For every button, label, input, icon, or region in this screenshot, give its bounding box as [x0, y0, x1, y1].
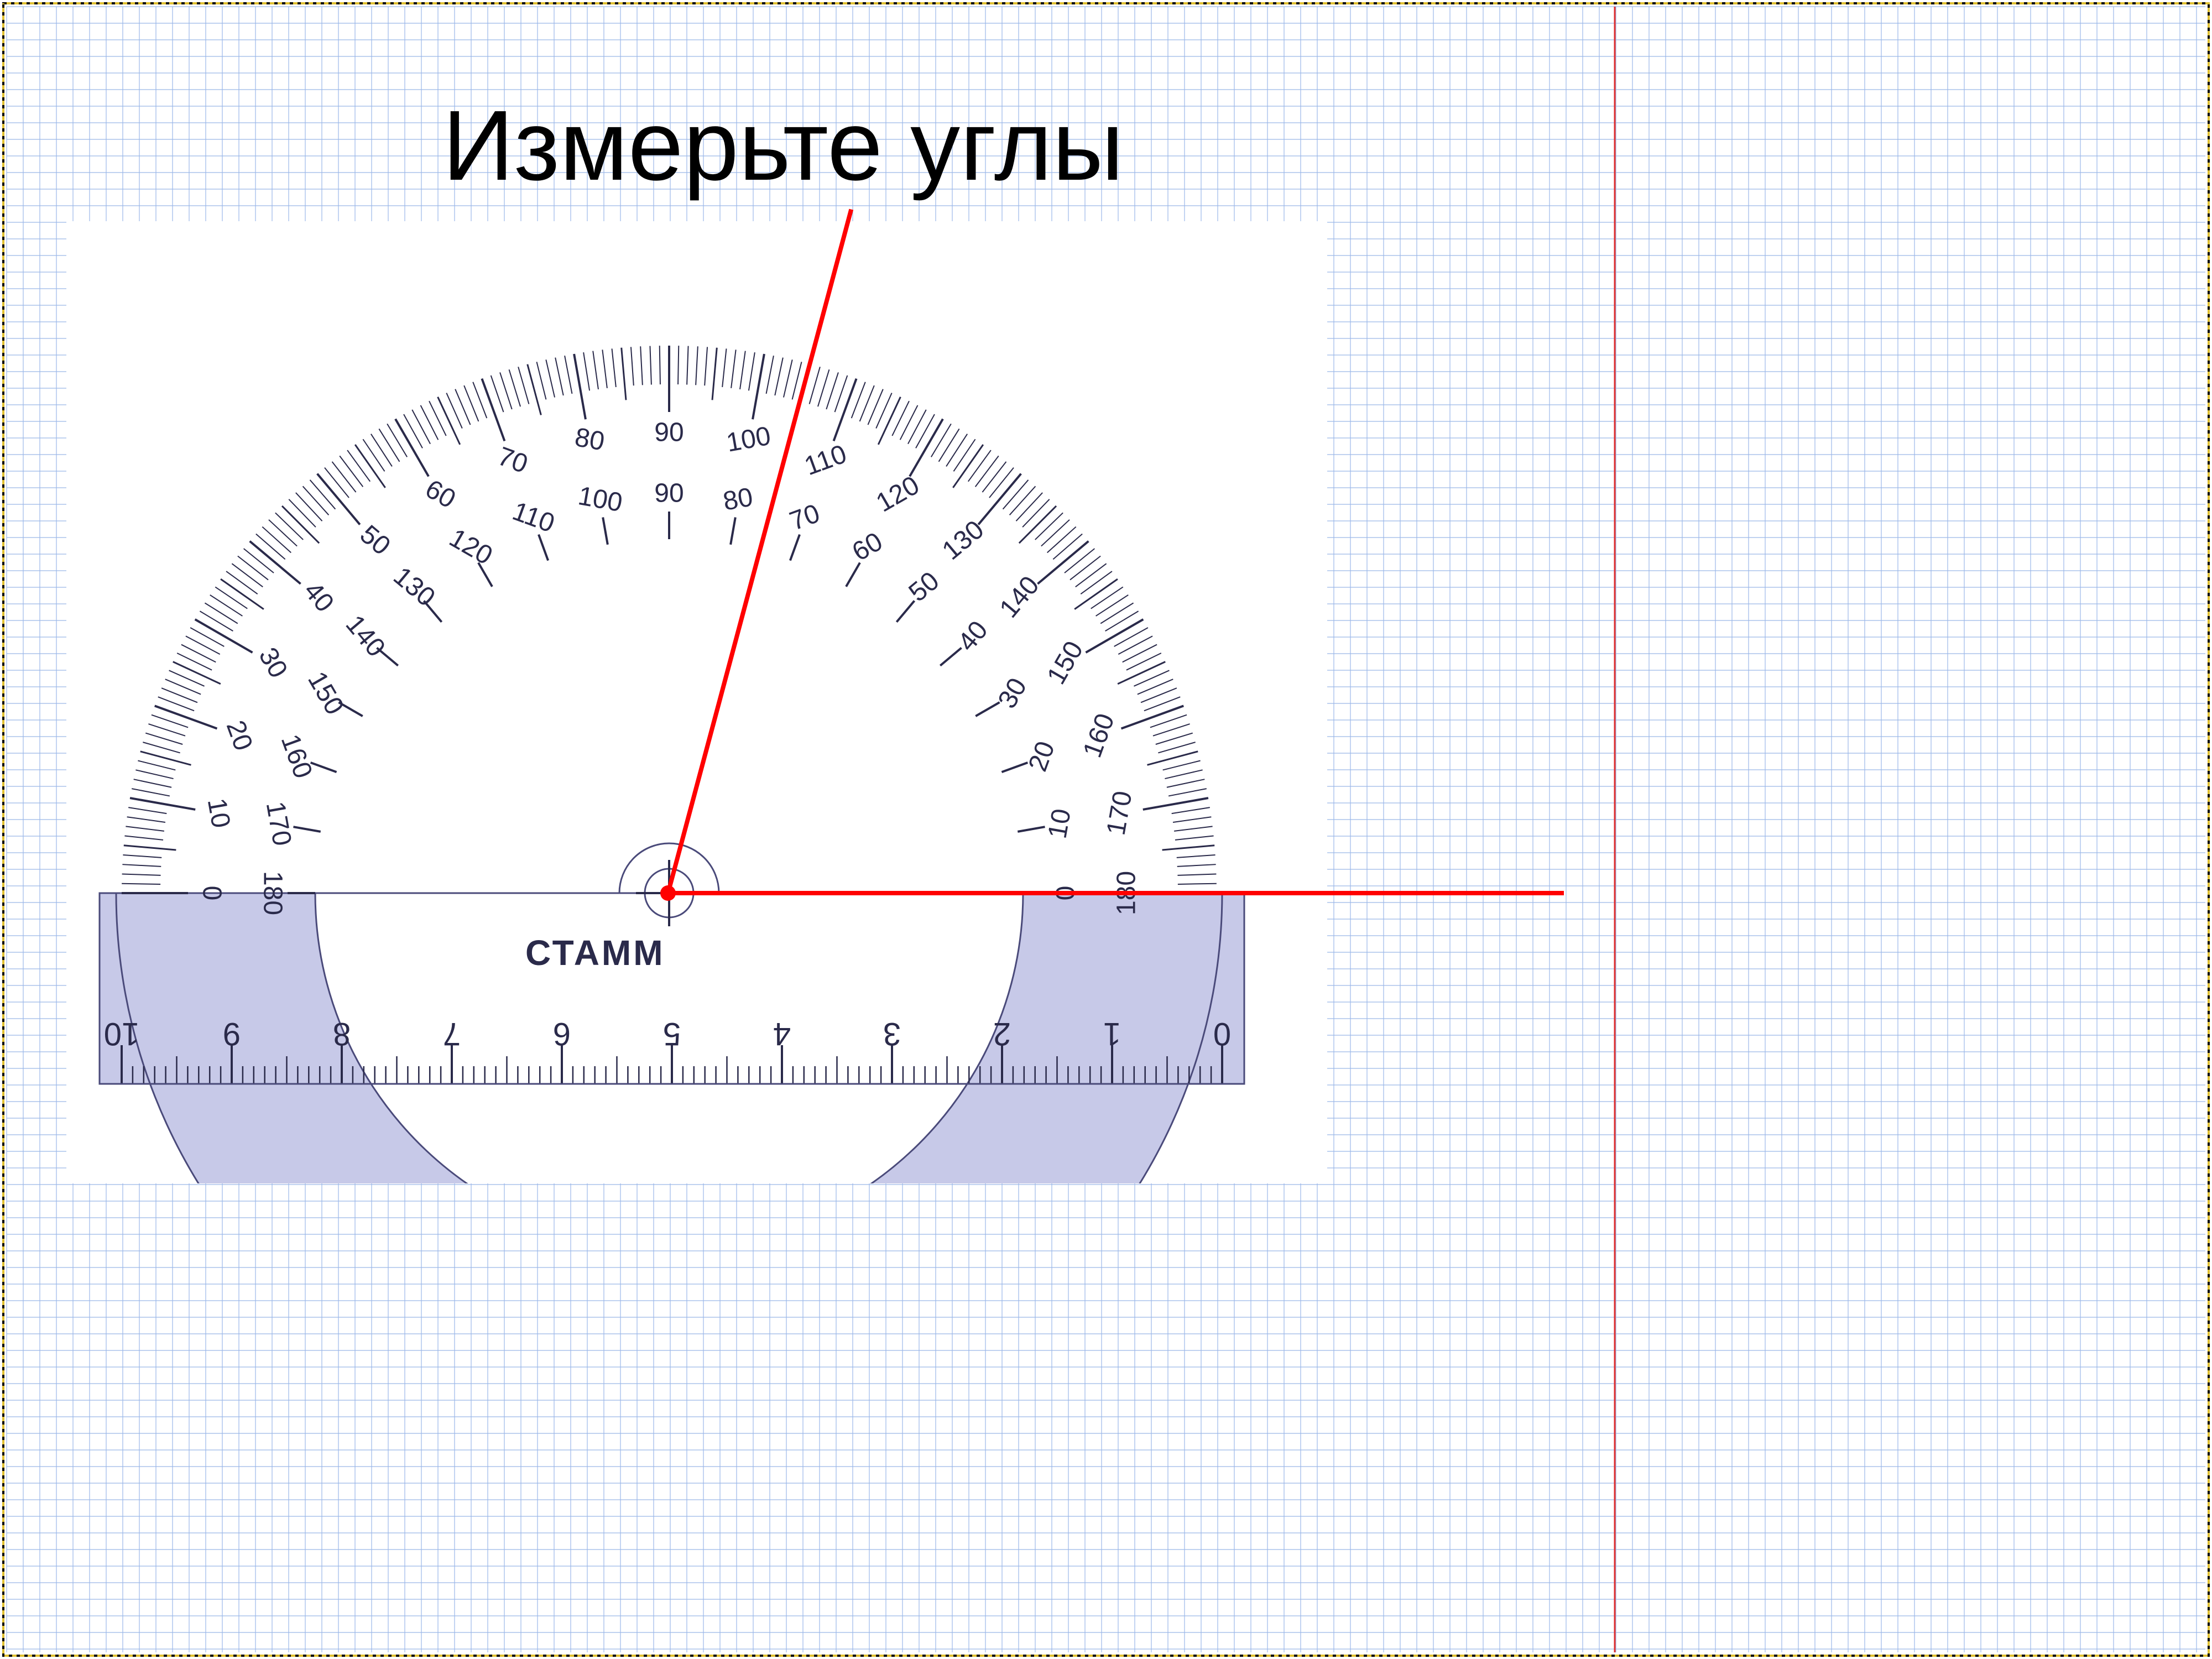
svg-text:10: 10 — [104, 1016, 140, 1052]
svg-text:2: 2 — [993, 1016, 1011, 1052]
svg-text:3: 3 — [883, 1016, 901, 1052]
svg-text:СТАММ: СТАММ — [525, 933, 665, 973]
svg-text:9: 9 — [223, 1016, 241, 1052]
svg-text:7: 7 — [443, 1016, 461, 1052]
svg-text:4: 4 — [773, 1016, 791, 1052]
page-title: Измерьте углы — [442, 88, 1124, 203]
protractor-diagram: 1800170101602015030140401305012060110701… — [66, 221, 1327, 1183]
svg-text:10: 10 — [1043, 807, 1077, 841]
svg-text:180: 180 — [258, 871, 287, 915]
svg-text:1: 1 — [1103, 1016, 1121, 1052]
svg-text:10: 10 — [202, 796, 236, 830]
svg-text:0: 0 — [197, 886, 226, 901]
svg-text:5: 5 — [663, 1016, 681, 1052]
svg-text:6: 6 — [553, 1016, 571, 1052]
svg-text:90: 90 — [654, 479, 684, 508]
svg-text:8: 8 — [333, 1016, 351, 1052]
svg-text:90: 90 — [654, 418, 684, 447]
svg-text:0: 0 — [1051, 886, 1081, 901]
svg-text:80: 80 — [721, 482, 755, 516]
svg-text:80: 80 — [572, 422, 607, 456]
svg-text:180: 180 — [1112, 871, 1141, 915]
svg-text:0: 0 — [1213, 1016, 1231, 1052]
